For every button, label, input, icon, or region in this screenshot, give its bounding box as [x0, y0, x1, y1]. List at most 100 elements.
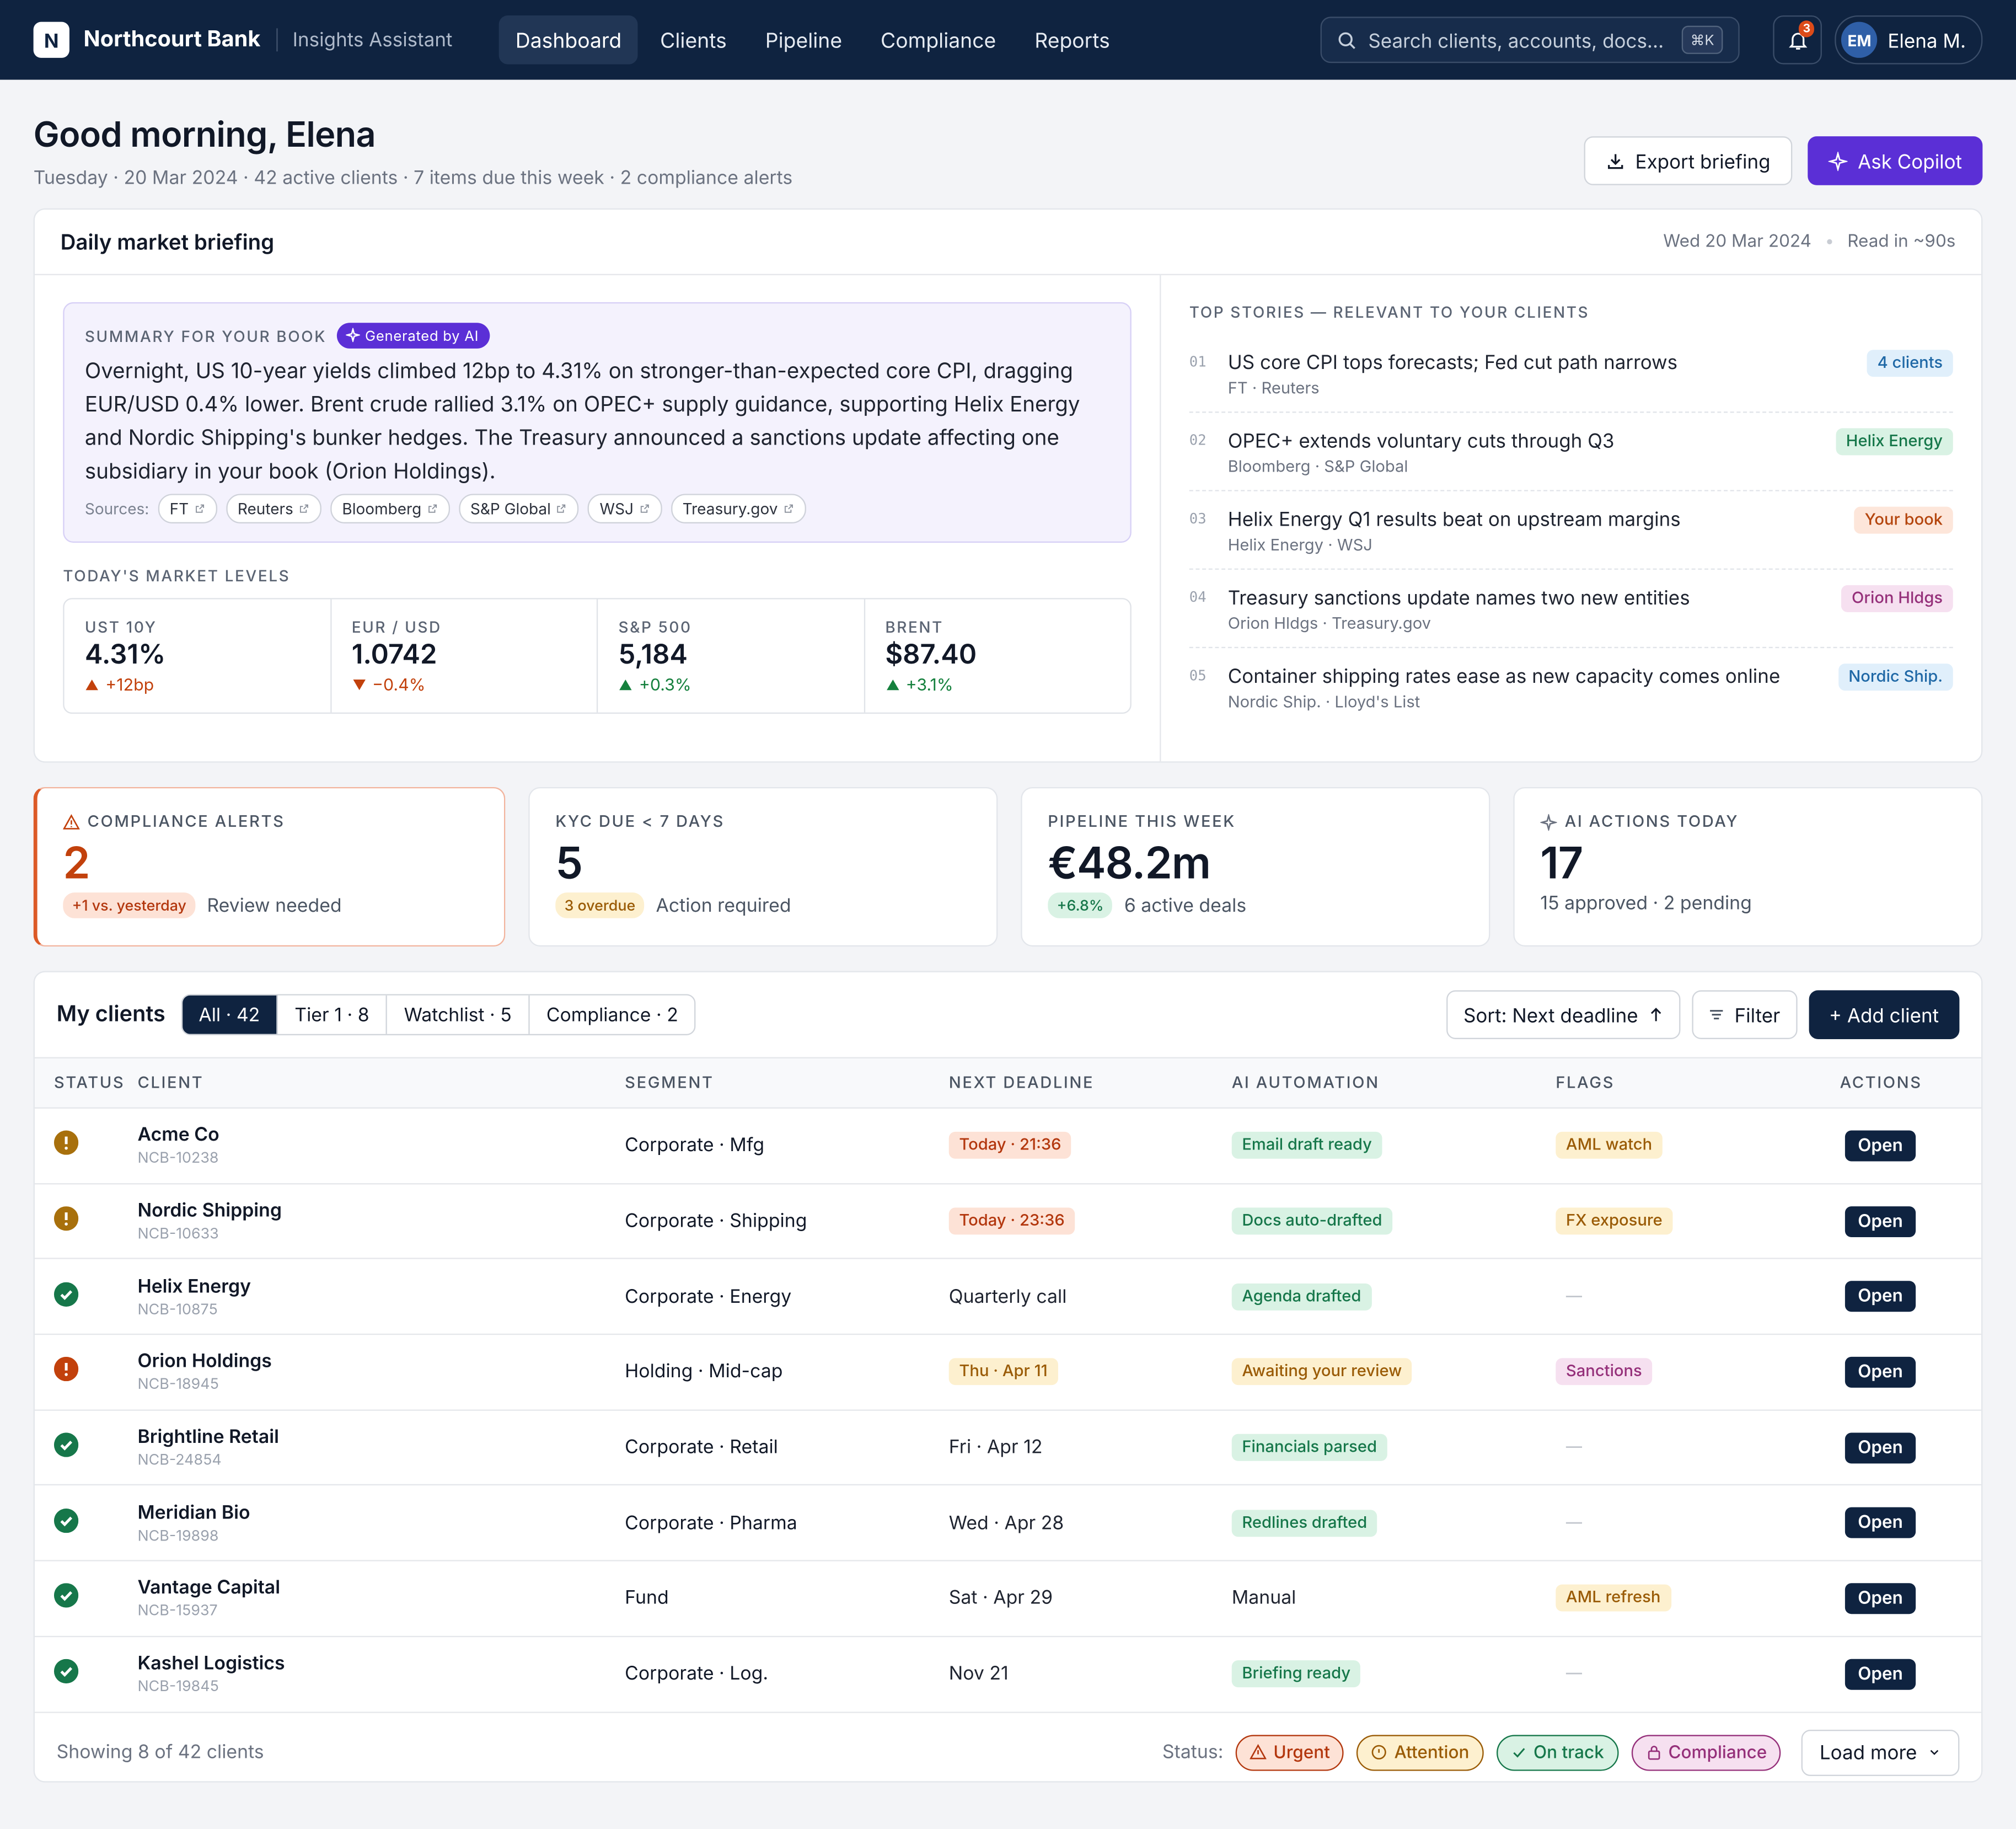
client-name[interactable]: Vantage Capital [137, 1577, 281, 1600]
story[interactable]: 04 Treasury sanctions update names two ne… [1189, 570, 1953, 649]
client-id: NCB-10238 [137, 1148, 219, 1167]
export-button[interactable]: Export briefing [1584, 136, 1793, 185]
market-levels: UST 10Y 4.31% +12bp EUR / USD 1.0742 −0.4% S&P… [63, 597, 1132, 713]
external-link-icon [195, 504, 204, 512]
export-label: Export briefing [1635, 148, 1771, 173]
story-text: Container shipping rates ease as new cap… [1228, 664, 1781, 713]
showing-count: Showing 8 of 42 clients [56, 1741, 264, 1763]
tab[interactable]: All · 42 [182, 995, 278, 1034]
level-value: 4.31% [84, 638, 166, 671]
client-name[interactable]: Acme Co [137, 1124, 219, 1147]
source-name: WSJ [599, 498, 634, 518]
story-text: Treasury sanctions update names two new … [1228, 585, 1690, 634]
user-menu[interactable]: EM Elena M. [1835, 15, 1983, 65]
add-client-button[interactable]: + Add client [1808, 990, 1960, 1039]
client-id: NCB-18945 [137, 1375, 219, 1394]
kpi-note: Action required [656, 894, 791, 917]
story-sources: Orion Hldgs · Treasury.gov [1227, 614, 1431, 634]
source-chip[interactable]: Bloomberg [330, 493, 450, 523]
external-link-icon [640, 504, 649, 512]
story-title: OPEC+ extends voluntary cuts through Q3 [1227, 428, 1615, 453]
client-row: Orion Holdings NCB-18945 Holding · Mid-cap… [34, 1335, 1982, 1411]
open-button[interactable]: Open [1845, 1432, 1916, 1463]
shortcut: ⌘K [1681, 25, 1723, 54]
ai-status: Agenda drafted [1231, 1283, 1372, 1311]
open-button[interactable]: Open [1845, 1205, 1916, 1237]
levels-label: TODAY'S MARKET LEVELS [63, 565, 291, 585]
open-button[interactable]: Open [1845, 1356, 1916, 1388]
level-change-text: +12bp [105, 674, 154, 696]
kpi-value: 5 [555, 837, 583, 890]
flag-cell: AML refresh [1556, 1585, 1840, 1612]
source-chip[interactable]: S&P Global [458, 493, 580, 523]
trend-icon [352, 679, 365, 691]
story-title: Treasury sanctions update names two new … [1227, 585, 1690, 610]
deadline: Today · 23:36 [948, 1207, 1075, 1235]
client-name[interactable]: Brightline Retail [137, 1426, 279, 1448]
source-chip[interactable]: Treasury.gov [671, 493, 806, 523]
source-chip[interactable]: Reuters [226, 493, 322, 523]
client-cell: Vantage Capital NCB-15937 [137, 1577, 625, 1620]
level-value: 1.0742 [351, 638, 437, 671]
sort-button[interactable]: Sort: Next deadline [1446, 990, 1681, 1039]
source-name: Reuters [237, 498, 293, 518]
client-row: Acme Co NCB-10238 Corporate · Mfg Today · 2… [34, 1109, 1982, 1184]
legend-item: Compliance [1631, 1734, 1781, 1771]
client-name[interactable]: Meridian Bio [137, 1501, 250, 1524]
nav-item[interactable]: Dashboard [498, 15, 639, 65]
open-button[interactable]: Open [1845, 1281, 1916, 1312]
notifications[interactable]: 3 [1773, 15, 1822, 65]
tab[interactable]: Compliance · 2 [546, 1003, 678, 1026]
open-button[interactable]: Open [1845, 1659, 1916, 1689]
flag: AML watch [1556, 1132, 1663, 1159]
column-header: ACTIONS [1840, 1073, 1922, 1093]
source-chip[interactable]: WSJ [588, 493, 662, 523]
copilot-button[interactable]: Ask Copilot [1808, 136, 1983, 185]
load-more-button[interactable]: Load more [1801, 1729, 1960, 1775]
client-name[interactable]: Helix Energy [137, 1275, 251, 1297]
market-level: EUR / USD 1.0742 −0.4% [331, 598, 598, 712]
ai-cell: Awaiting your review [1231, 1359, 1556, 1386]
client-cell: Brightline Retail NCB-24854 [137, 1426, 625, 1469]
source-chip[interactable]: FT [158, 493, 217, 523]
greeting: Good morning, Elena [33, 113, 376, 156]
story[interactable]: 01 US core CPI tops forecasts; Fed cut pa… [1189, 334, 1953, 413]
story-tag: Orion Hldgs [1841, 585, 1953, 612]
kpi-label-text: AI ACTIONS TODAY [1564, 812, 1739, 832]
nav-item[interactable]: Compliance [881, 26, 996, 53]
nav-item[interactable]: Reports [1034, 26, 1110, 53]
warning-icon [63, 814, 80, 830]
sources-label: Sources: [84, 498, 149, 518]
nav-item[interactable]: Clients [660, 26, 727, 53]
ai-status: Redlines drafted [1231, 1509, 1377, 1537]
client-id: NCB-19898 [137, 1526, 219, 1544]
client-name[interactable]: Nordic Shipping [137, 1200, 282, 1222]
summary-text: Overnight, US 10-year yields climbed 12b… [84, 357, 1080, 483]
client-name[interactable]: Orion Holdings [137, 1351, 272, 1373]
open-button[interactable]: Open [1845, 1130, 1916, 1162]
open-button[interactable]: Open [1845, 1507, 1916, 1539]
client-id: NCB-15937 [137, 1601, 218, 1620]
client-name[interactable]: Kashel Logistics [137, 1652, 285, 1675]
nav-item[interactable]: Pipeline [765, 26, 843, 53]
kpi-value: 2 [63, 837, 90, 890]
kpi-value: €48.2m [1048, 837, 1211, 890]
deadline-cell: Wed · Apr 28 [949, 1508, 1232, 1538]
story[interactable]: 03 Helix Energy Q1 results beat on upstre… [1189, 491, 1953, 570]
tab[interactable]: Tier 1 · 8 [278, 995, 388, 1034]
tab[interactable]: Watchlist · 5 [387, 995, 530, 1034]
search-box[interactable]: Search clients, accounts, docs... ⌘K [1321, 17, 1740, 63]
open-button[interactable]: Open [1845, 1583, 1916, 1614]
filter-button[interactable]: Filter [1692, 990, 1797, 1039]
legend-icon [1513, 1748, 1525, 1758]
story[interactable]: 02 OPEC+ extends voluntary cuts through Q… [1189, 413, 1953, 491]
flag-cell: Sanctions [1556, 1359, 1840, 1386]
kpi-card: AI ACTIONS TODAY 17 15 approved · 2 pendin… [1513, 787, 1983, 947]
client-cell: Nordic Shipping NCB-10633 [137, 1200, 625, 1242]
kpi-card: PIPELINE THIS WEEK €48.2m +6.8% 6 active de… [1021, 787, 1490, 947]
status-ok [53, 1584, 79, 1608]
client-id: NCB-24854 [137, 1451, 222, 1469]
segment: Corporate · Pharma [625, 1512, 797, 1534]
deadline-cell: Fri · Apr 12 [949, 1433, 1232, 1463]
story[interactable]: 05 Container shipping rates ease as new c… [1189, 648, 1953, 726]
